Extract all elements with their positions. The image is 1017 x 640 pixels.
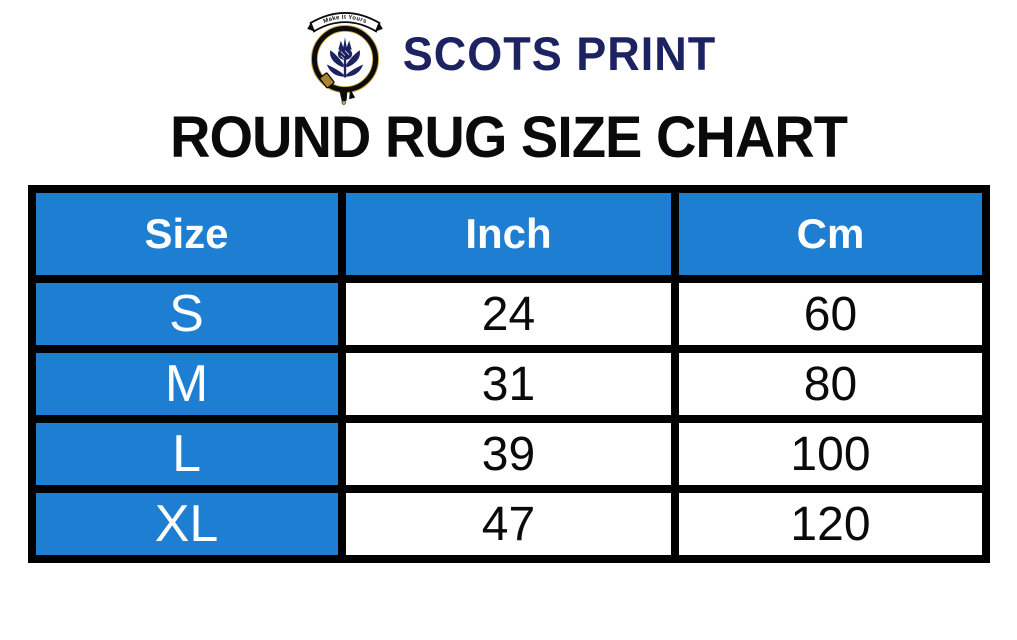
- brand-header: Make It Yours SCOTS PRINT: [0, 0, 1017, 105]
- table-row: XL 47 120: [27, 485, 990, 563]
- table-row: S 24 60: [27, 275, 990, 353]
- size-cell: L: [27, 415, 346, 493]
- inch-cell: 39: [337, 415, 680, 493]
- size-cell: XL: [27, 485, 346, 563]
- cm-column-header: Cm: [671, 185, 990, 283]
- motto-banner: Make It Yours: [306, 12, 383, 33]
- cm-cell: 60: [671, 275, 990, 353]
- table-row: L 39 100: [27, 415, 990, 493]
- size-cell: S: [27, 275, 346, 353]
- page-title: ROUND RUG SIZE CHART: [170, 103, 848, 170]
- header-row: Size Inch Cm: [27, 185, 990, 283]
- cm-cell: 120: [671, 485, 990, 563]
- table-row: M 31 80: [27, 345, 990, 423]
- inch-cell: 24: [337, 275, 680, 353]
- inch-cell: 47: [337, 485, 680, 563]
- size-chart-table: Size Inch Cm S 24 60 M 31 80 L 39 100 XL…: [27, 185, 990, 563]
- belt-buckle: [319, 72, 355, 105]
- cm-cell: 100: [671, 415, 990, 493]
- thistle-crest-logo: Make It Yours: [306, 12, 383, 105]
- svg-text:Make It Yours: Make It Yours: [322, 15, 367, 25]
- brand-wordmark: SCOTS PRINT: [402, 26, 717, 81]
- motto-text: Make It Yours: [322, 15, 367, 25]
- size-column-header: Size: [27, 185, 346, 283]
- inch-cell: 31: [337, 345, 680, 423]
- inch-column-header: Inch: [337, 185, 680, 283]
- cm-cell: 80: [671, 345, 990, 423]
- thistle-icon: [326, 37, 363, 78]
- size-cell: M: [27, 345, 346, 423]
